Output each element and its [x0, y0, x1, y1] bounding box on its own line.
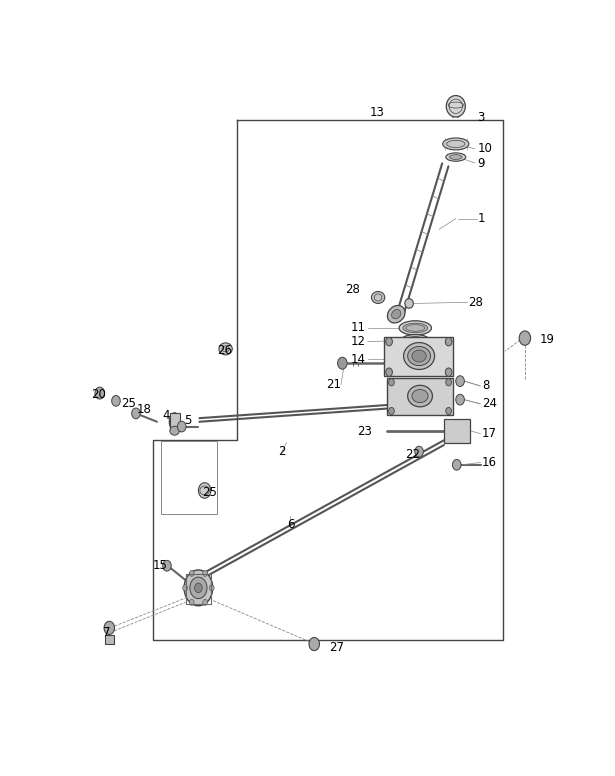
Text: 9: 9	[477, 157, 485, 169]
Text: 2: 2	[278, 445, 285, 458]
Bar	[105, 635, 114, 644]
Ellipse shape	[399, 320, 432, 335]
Text: 10: 10	[477, 142, 492, 155]
Ellipse shape	[412, 350, 426, 362]
Circle shape	[309, 637, 319, 650]
Circle shape	[389, 379, 394, 386]
Text: 7: 7	[103, 626, 110, 639]
Circle shape	[445, 368, 452, 376]
Text: 19: 19	[539, 334, 554, 346]
Circle shape	[183, 585, 188, 591]
Text: 3: 3	[477, 110, 485, 123]
Text: 27: 27	[330, 640, 344, 653]
Ellipse shape	[405, 299, 413, 308]
Circle shape	[189, 570, 194, 577]
Ellipse shape	[446, 95, 466, 117]
Circle shape	[446, 379, 451, 386]
Text: 1: 1	[477, 212, 485, 225]
Text: 15: 15	[153, 559, 168, 572]
Ellipse shape	[403, 342, 435, 369]
Circle shape	[386, 368, 392, 376]
Ellipse shape	[387, 306, 405, 323]
Ellipse shape	[446, 153, 466, 161]
Ellipse shape	[403, 323, 427, 333]
Circle shape	[456, 376, 464, 386]
Text: 16: 16	[482, 456, 497, 469]
Circle shape	[104, 622, 114, 635]
Bar	[384, 337, 453, 376]
Circle shape	[95, 387, 105, 399]
Text: 17: 17	[482, 428, 497, 440]
Text: 24: 24	[482, 397, 497, 411]
Circle shape	[190, 577, 207, 598]
Circle shape	[415, 446, 423, 457]
Circle shape	[456, 394, 464, 405]
Bar	[170, 413, 180, 431]
Ellipse shape	[219, 343, 232, 355]
Ellipse shape	[405, 337, 426, 345]
Bar	[161, 442, 218, 514]
Text: 25: 25	[202, 486, 216, 499]
Text: 5: 5	[184, 414, 191, 427]
Circle shape	[453, 459, 461, 470]
Text: 28: 28	[467, 296, 483, 309]
Text: 11: 11	[350, 321, 365, 334]
Ellipse shape	[371, 292, 385, 303]
Circle shape	[203, 570, 207, 577]
Text: 20: 20	[91, 388, 106, 401]
Circle shape	[445, 338, 452, 346]
Circle shape	[389, 407, 394, 414]
Text: 22: 22	[405, 448, 421, 461]
Bar	[186, 574, 212, 604]
Ellipse shape	[443, 138, 469, 150]
Circle shape	[446, 407, 451, 414]
Text: 28: 28	[346, 282, 360, 296]
Ellipse shape	[450, 154, 462, 159]
Circle shape	[189, 599, 194, 605]
Circle shape	[209, 585, 214, 591]
Ellipse shape	[408, 386, 432, 407]
Text: 13: 13	[370, 106, 384, 120]
Text: 23: 23	[357, 425, 373, 438]
Ellipse shape	[169, 413, 180, 431]
Ellipse shape	[392, 310, 401, 319]
Ellipse shape	[408, 346, 430, 365]
Text: 6: 6	[287, 518, 294, 531]
Circle shape	[203, 599, 207, 605]
Circle shape	[112, 396, 121, 406]
Text: 8: 8	[482, 379, 490, 393]
Circle shape	[132, 408, 140, 419]
Circle shape	[162, 560, 171, 571]
Text: 18: 18	[137, 404, 151, 416]
Bar	[387, 378, 453, 414]
Ellipse shape	[170, 426, 180, 435]
Circle shape	[178, 421, 186, 432]
Circle shape	[519, 331, 531, 345]
Text: 21: 21	[327, 378, 341, 391]
Ellipse shape	[401, 334, 429, 346]
Text: 4: 4	[163, 409, 170, 422]
Circle shape	[194, 583, 202, 593]
Circle shape	[199, 483, 211, 498]
Text: 26: 26	[217, 344, 232, 356]
Text: 25: 25	[121, 397, 135, 410]
Circle shape	[386, 338, 392, 346]
Text: 12: 12	[350, 335, 365, 348]
Text: 14: 14	[350, 352, 365, 365]
Circle shape	[184, 570, 213, 606]
Ellipse shape	[412, 390, 428, 403]
Circle shape	[338, 357, 347, 369]
Bar	[444, 419, 470, 442]
